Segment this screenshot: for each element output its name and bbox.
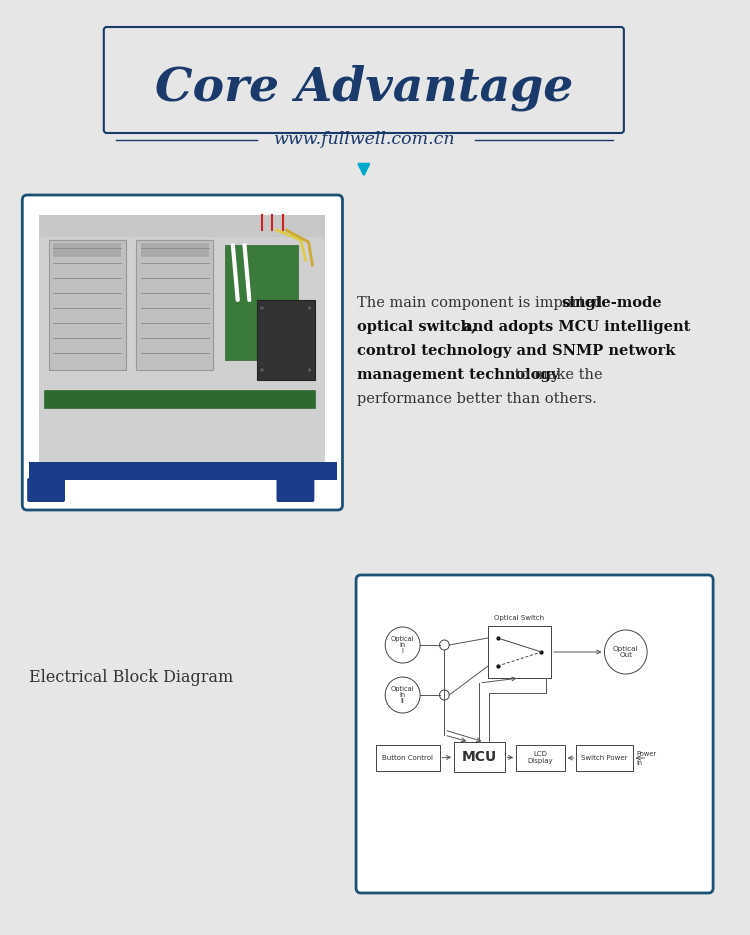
Text: In: In — [400, 642, 406, 648]
Text: In: In — [400, 692, 406, 698]
FancyBboxPatch shape — [277, 478, 314, 502]
Text: to make the: to make the — [510, 368, 603, 382]
Bar — [576, 745, 632, 771]
FancyBboxPatch shape — [104, 27, 624, 133]
Bar — [488, 626, 551, 678]
Bar — [39, 215, 325, 480]
Text: management technology: management technology — [357, 368, 560, 382]
Text: Power: Power — [637, 751, 656, 757]
Text: Core Advantage: Core Advantage — [154, 65, 573, 111]
Bar — [39, 215, 325, 237]
Circle shape — [307, 306, 312, 310]
Text: Out: Out — [620, 653, 632, 658]
Text: Button Control: Button Control — [382, 755, 433, 761]
Bar — [53, 243, 122, 257]
Circle shape — [260, 306, 265, 310]
Bar — [29, 462, 337, 480]
Text: control technology and SNMP network: control technology and SNMP network — [357, 344, 676, 358]
Text: www.fullwell.com.cn: www.fullwell.com.cn — [273, 132, 454, 149]
Bar — [44, 390, 315, 408]
FancyBboxPatch shape — [27, 478, 65, 502]
Text: Switch Power: Switch Power — [581, 755, 628, 761]
Bar — [516, 745, 565, 771]
Text: The main component is imported: The main component is imported — [357, 296, 608, 310]
Text: I: I — [402, 648, 404, 654]
Bar — [225, 245, 298, 360]
Text: LCD: LCD — [533, 752, 548, 757]
Text: and adopts MCU intelligent: and adopts MCU intelligent — [458, 320, 690, 334]
Circle shape — [307, 367, 312, 372]
Text: Optical: Optical — [391, 686, 415, 692]
Bar — [454, 742, 505, 772]
Text: Optical: Optical — [391, 636, 415, 642]
Bar — [136, 240, 214, 370]
Text: Optical: Optical — [613, 646, 638, 652]
Text: II: II — [400, 698, 404, 704]
Circle shape — [260, 367, 265, 372]
Bar — [376, 745, 440, 771]
Text: Optical Switch: Optical Switch — [494, 615, 544, 621]
Text: optical switch,: optical switch, — [357, 320, 476, 334]
FancyBboxPatch shape — [356, 575, 713, 893]
Bar — [49, 240, 126, 370]
Text: Electrical Block Diagram: Electrical Block Diagram — [29, 669, 233, 686]
Text: performance better than others.: performance better than others. — [357, 392, 597, 406]
FancyBboxPatch shape — [22, 195, 343, 510]
Text: Display: Display — [527, 758, 554, 765]
Text: single-mode: single-mode — [562, 296, 662, 310]
Text: MCU: MCU — [462, 750, 497, 764]
Bar — [257, 300, 315, 380]
Bar — [141, 243, 208, 257]
Text: In: In — [637, 760, 643, 766]
